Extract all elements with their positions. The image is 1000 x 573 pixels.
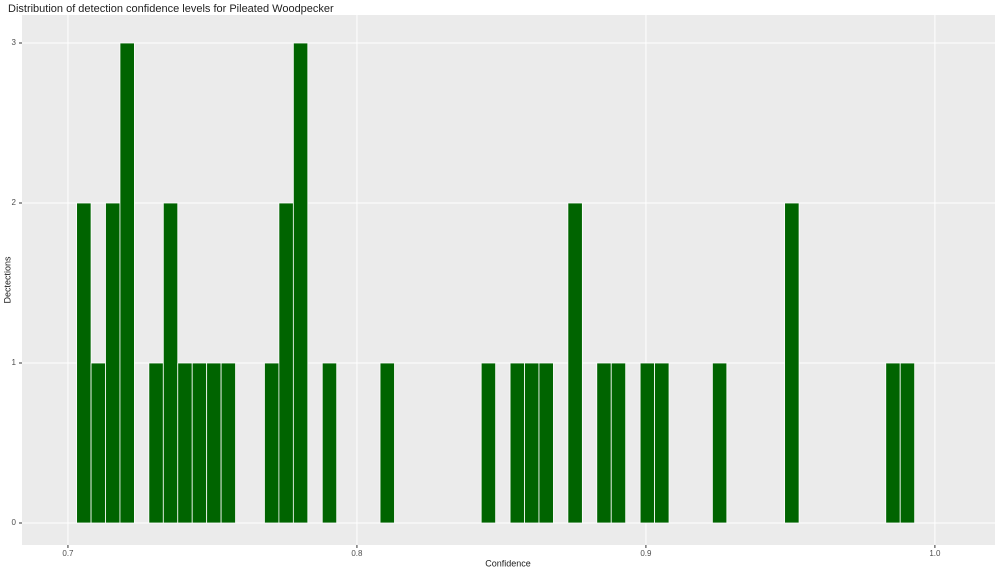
bar: [711, 362, 728, 524]
chart-title: Distribution of detection confidence lev…: [8, 3, 334, 15]
bar: [105, 202, 121, 524]
bar: [264, 362, 280, 524]
bar: [278, 202, 294, 524]
bar: [480, 362, 497, 524]
bar: [206, 362, 222, 524]
y-tick-label: 0: [12, 518, 17, 527]
bar: [567, 202, 583, 524]
bar: [220, 362, 236, 524]
bar: [784, 202, 800, 524]
x-tick-label: 0.9: [640, 549, 652, 558]
bar: [885, 362, 901, 524]
bar: [292, 42, 309, 524]
bar: [119, 42, 135, 524]
x-tick-label: 0.7: [62, 549, 74, 558]
bar: [177, 362, 193, 524]
y-tick-label: 1: [12, 358, 17, 367]
x-tick-label: 1.0: [929, 549, 941, 558]
bar: [191, 362, 208, 524]
bar: [162, 202, 179, 524]
bar: [654, 362, 670, 524]
bar: [509, 362, 525, 524]
y-axis-label: Dectections: [2, 256, 12, 304]
bar: [90, 362, 106, 524]
bar: [148, 362, 164, 524]
bar: [76, 202, 92, 524]
bar: [379, 362, 395, 524]
bar: [899, 362, 916, 524]
bar: [610, 362, 627, 524]
x-axis-label: Confidence: [485, 558, 531, 568]
bar: [321, 362, 338, 524]
bar: [538, 362, 554, 524]
bar: [524, 362, 540, 524]
bar: [596, 362, 612, 524]
bar: [639, 362, 655, 524]
x-tick-label: 0.8: [351, 549, 363, 558]
y-tick-label: 2: [12, 198, 17, 207]
y-tick-label: 3: [12, 38, 17, 47]
